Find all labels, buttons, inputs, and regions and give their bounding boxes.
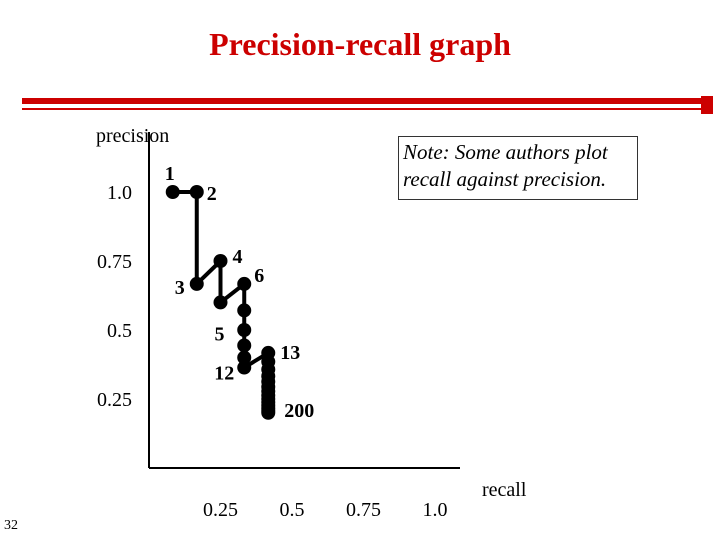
point-label: 200 bbox=[284, 400, 314, 422]
data-point bbox=[237, 350, 252, 365]
point-label: 1 bbox=[165, 163, 175, 185]
x-axis-label: recall bbox=[482, 479, 527, 501]
note-box: Note: Some authors plot recall against p… bbox=[398, 136, 638, 200]
data-point bbox=[213, 254, 228, 268]
point-label: 5 bbox=[215, 323, 225, 345]
data-point bbox=[261, 405, 276, 420]
point-label: 13 bbox=[280, 342, 300, 364]
slide-title: Precision-recall graph bbox=[209, 26, 511, 62]
data-point bbox=[213, 295, 228, 310]
y-axis-label: precision bbox=[96, 125, 169, 147]
data-point bbox=[237, 338, 252, 353]
title-rule-thin bbox=[22, 108, 702, 110]
data-point bbox=[237, 323, 252, 337]
point-label: 3 bbox=[175, 277, 185, 299]
point-label: 12 bbox=[214, 363, 234, 385]
point-label: 6 bbox=[254, 265, 264, 287]
data-point bbox=[189, 276, 204, 291]
y-tick-label: 1.0 bbox=[107, 182, 132, 204]
x-tick-label: 0.25 bbox=[203, 499, 238, 521]
data-point bbox=[237, 303, 252, 318]
point-label: 4 bbox=[233, 246, 243, 268]
title-rule-cap bbox=[701, 96, 713, 114]
x-tick-label: 0.5 bbox=[280, 499, 305, 521]
point-label: 2 bbox=[207, 183, 217, 205]
page-number: 32 bbox=[4, 518, 18, 533]
data-point bbox=[189, 185, 204, 199]
data-point bbox=[165, 185, 180, 199]
y-tick-label: 0.25 bbox=[97, 389, 132, 411]
data-point bbox=[237, 276, 252, 291]
x-tick-label: 0.75 bbox=[346, 499, 381, 521]
title-rule bbox=[22, 98, 702, 104]
y-tick-label: 0.5 bbox=[107, 320, 132, 342]
x-tick-label: 1.0 bbox=[423, 499, 448, 521]
y-tick-label: 0.75 bbox=[97, 251, 132, 273]
data-point bbox=[237, 360, 252, 375]
